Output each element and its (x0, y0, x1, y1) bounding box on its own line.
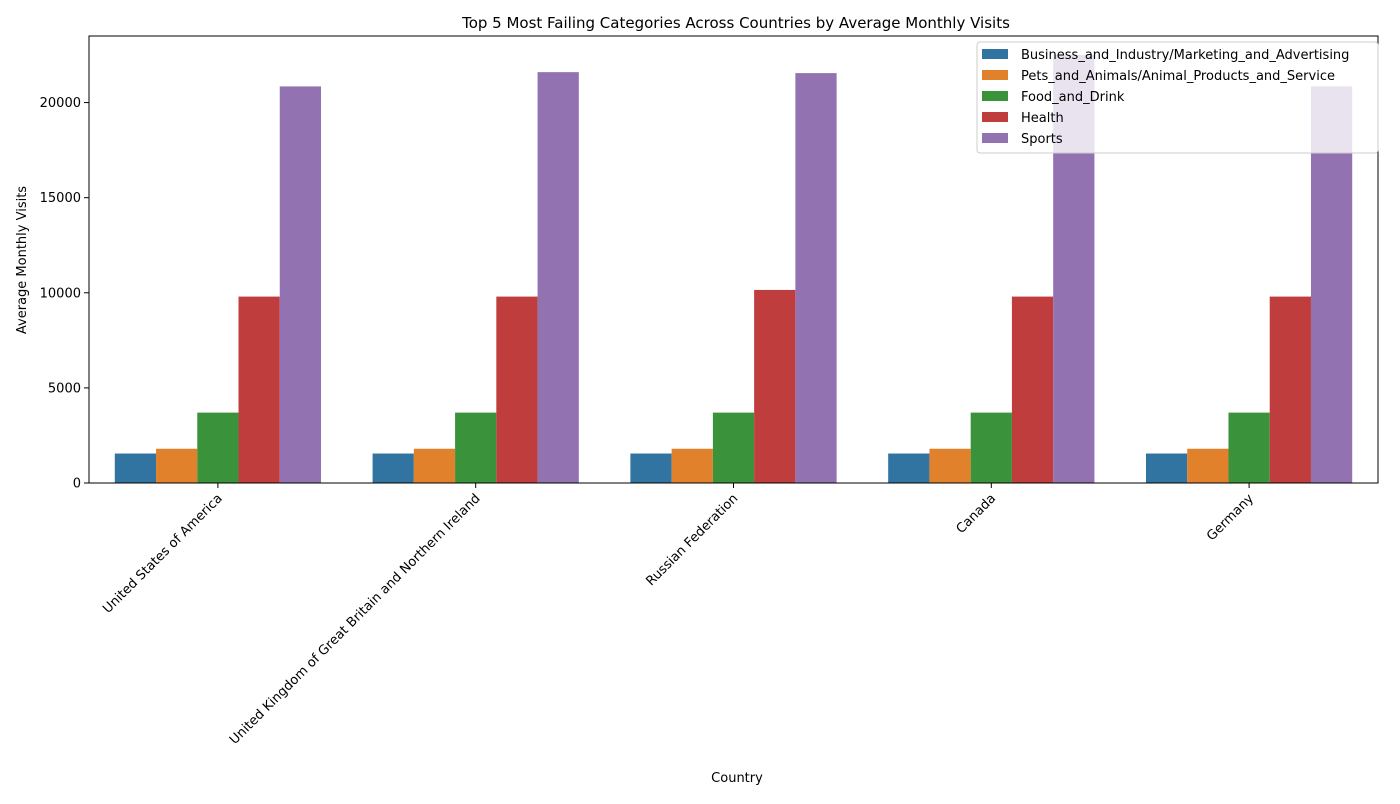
y-tick-label: 15000 (40, 191, 81, 206)
chart-title: Top 5 Most Failing Categories Across Cou… (461, 14, 1010, 32)
bars-group (114, 55, 1353, 484)
x-tick-label: Germany (1204, 491, 1257, 544)
legend-swatch (982, 112, 1008, 122)
legend-label: Sports (1021, 132, 1063, 147)
bar (754, 289, 796, 483)
bar (630, 453, 672, 483)
legend-swatch (982, 70, 1008, 80)
legend-swatch (982, 133, 1008, 143)
bar (970, 412, 1012, 483)
bar (795, 73, 837, 483)
y-axis-label: Average Monthly Visits (15, 186, 30, 334)
legend-label: Business_and_Industry/Marketing_and_Adve… (1021, 48, 1349, 63)
legend-swatch (982, 49, 1008, 59)
legend-swatch (982, 91, 1008, 101)
legend-label: Pets_and_Animals/Animal_Products_and_Ser… (1021, 69, 1335, 84)
x-tick-label: United Kingdom of Great Britain and Nort… (227, 491, 484, 748)
bar (1187, 448, 1229, 483)
bar (1269, 296, 1311, 483)
bar (279, 86, 322, 483)
x-axis-label: Country (711, 771, 763, 786)
bar (372, 453, 414, 483)
x-tick-label: Russian Federation (643, 491, 741, 589)
bar (712, 412, 755, 483)
bar (671, 448, 713, 483)
x-tick-label: Canada (954, 491, 1000, 537)
legend-label: Food_and_Drink (1021, 90, 1125, 105)
legend-box (976, 41, 1379, 154)
bar (1011, 296, 1054, 483)
bar (413, 448, 456, 483)
y-axis: 0 5000 10000 15000 20000 (40, 96, 89, 492)
legend-label: Health (1021, 111, 1064, 126)
bar (929, 448, 971, 483)
bar (238, 296, 280, 483)
bar (496, 296, 538, 483)
bar (114, 453, 157, 483)
y-tick-label: 5000 (48, 381, 81, 396)
bar (156, 448, 198, 483)
x-tick-label: United States of America (100, 491, 225, 616)
y-tick-label: 10000 (40, 286, 81, 301)
bar (537, 72, 579, 483)
legend: Business_and_Industry/Marketing_and_Adve… (976, 41, 1379, 154)
bar (197, 412, 239, 483)
bar (1228, 412, 1270, 483)
bar (888, 453, 930, 483)
y-tick-label: 0 (73, 477, 81, 492)
bar (455, 412, 497, 483)
bar (1145, 453, 1188, 483)
y-tick-label: 20000 (40, 96, 81, 111)
x-axis: United States of America United Kingdom o… (100, 483, 1257, 748)
